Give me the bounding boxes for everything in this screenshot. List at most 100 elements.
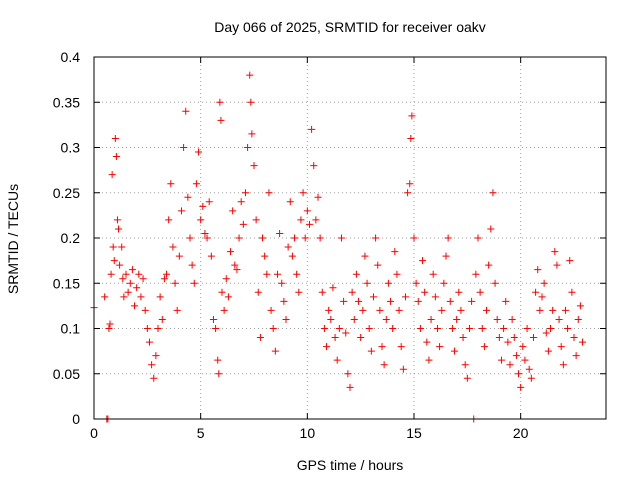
data-point [169,243,177,251]
data-point [495,334,503,342]
data-point [579,338,587,346]
data-point [192,180,200,188]
data-point [510,334,518,342]
data-point [139,275,147,283]
data-point [483,306,491,314]
data-point [359,306,367,314]
data-point [263,270,271,278]
data-point [233,266,241,274]
axis-ticks: 0 5 10 15 20 0 0.05 0.1 0.15 0.2 0.25 0.3 0.35 0.4 [53,49,606,441]
data-point [137,293,145,301]
data-point [237,198,245,206]
data-point [227,248,235,256]
data-point [288,252,296,260]
data-point [544,347,552,355]
data-point [335,325,343,332]
data-point [222,275,230,283]
data-point [574,315,582,323]
data-point [252,216,260,224]
data-point [532,288,540,296]
data-point [508,315,516,323]
data-point [549,306,557,314]
data-point [517,383,525,391]
data-point [154,325,162,332]
data-point [310,162,318,170]
data-point [312,216,320,224]
data-point [231,261,239,269]
data-point [256,334,264,342]
data-point [440,279,448,287]
data-point [291,234,299,242]
data-point [271,347,279,355]
data-point [442,252,450,260]
data-point [404,189,412,197]
data-point [308,125,316,133]
data-point [374,261,382,269]
data-point [519,343,527,351]
data-point [220,306,228,314]
data-point [463,374,471,382]
data-point [363,279,371,287]
data-point [555,315,563,323]
x-tick-label: 10 [300,425,316,441]
data-point [190,279,198,287]
data-point [148,361,156,369]
data-point [110,257,118,265]
data-point [224,293,232,301]
data-point [325,306,333,314]
data-point [107,270,115,278]
y-axis-label: SRMTID / TECUs [5,184,21,294]
data-point [113,216,121,224]
data-point [355,297,363,305]
data-point [384,279,392,287]
data-point [564,325,572,332]
data-point [201,229,209,237]
y-tick-label: 0.15 [53,275,80,291]
data-point [540,279,548,287]
data-point [465,325,473,332]
data-point [116,261,124,269]
data-point [410,234,418,242]
data-point [459,334,467,342]
data-point [297,216,305,224]
data-point [118,243,126,251]
data-point [570,334,578,342]
data-point [286,198,294,206]
data-point [278,279,286,287]
data-point [143,325,151,332]
data-point [207,252,215,260]
y-tick-label: 0.05 [53,366,80,382]
data-point [199,202,207,210]
data-point [521,356,529,364]
data-point [269,325,277,332]
data-point [135,270,143,278]
data-point [572,352,580,360]
data-point [218,288,226,296]
data-point [389,325,397,332]
data-point [160,275,168,283]
y-tick-label: 0.35 [53,94,80,110]
data-point [512,352,520,360]
data-point [576,302,584,310]
data-point [133,284,141,292]
data-point [502,297,510,305]
data-point [408,112,416,120]
data-point [329,284,337,292]
data-point [421,288,429,296]
data-point [293,270,301,278]
data-point [248,130,256,138]
data-point [523,325,531,332]
data-point [361,252,369,260]
data-point [472,270,480,278]
data-point [247,98,255,106]
data-point [416,325,424,332]
grid-lines [94,57,606,419]
x-tick-label: 15 [406,425,422,441]
data-point [216,98,224,106]
x-tick-label: 0 [90,425,98,441]
data-point [382,315,390,323]
data-point [156,293,164,301]
data-point [485,261,493,269]
